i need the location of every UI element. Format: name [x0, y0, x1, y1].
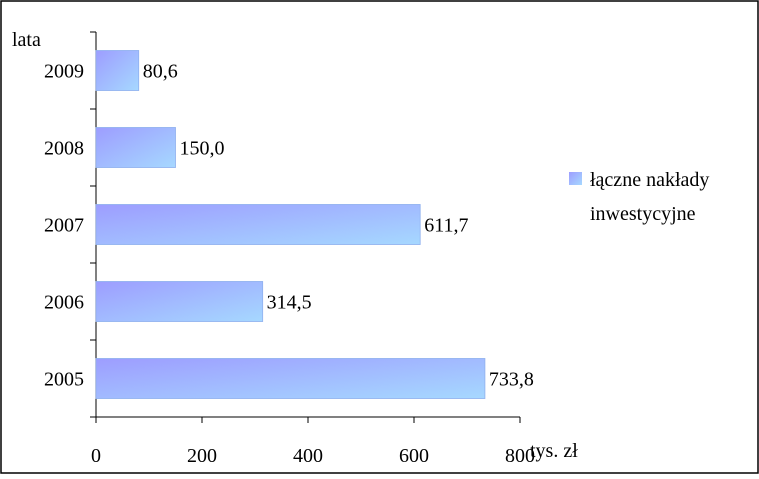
bars-group	[95, 50, 486, 399]
value-label-2006: 314,5	[267, 292, 312, 314]
category-label-2006: 2006	[44, 292, 84, 314]
legend-label-line-2: inwestycyjne	[590, 203, 696, 225]
category-label-2005: 2005	[44, 369, 84, 391]
legend-swatch	[569, 172, 582, 185]
legend: łączne nakłady inwestycyjne	[569, 169, 709, 225]
bar-2006	[95, 281, 264, 322]
bar-2007	[95, 204, 421, 245]
x-tick-labels-group: 0 200 400 600 800	[91, 445, 535, 467]
value-label-2005: 733,8	[489, 369, 534, 391]
x-tick-label: 200	[187, 445, 217, 467]
bar-2005	[95, 358, 486, 399]
bar-2009	[95, 50, 140, 91]
category-label-2007: 2007	[44, 215, 84, 237]
value-labels-group: 80,6 150,0 611,7 314,5 733,8	[143, 61, 534, 391]
value-label-2009: 80,6	[143, 61, 178, 83]
x-tick-label: 600	[399, 445, 429, 467]
x-tick-label: 800	[505, 445, 535, 467]
value-label-2007: 611,7	[424, 215, 468, 237]
x-tick-label: 0	[91, 445, 101, 467]
y-axis-title: lata	[12, 29, 41, 51]
legend-label-line-1: łączne nakłady	[590, 169, 709, 191]
value-label-2008: 150,0	[180, 138, 225, 160]
bar-2008	[95, 127, 176, 168]
category-label-2009: 2009	[44, 61, 84, 83]
category-label-2008: 2008	[44, 138, 84, 160]
x-tick-label: 400	[293, 445, 323, 467]
category-labels-group: 2009 2008 2007 2006 2005	[44, 61, 84, 391]
x-axis-unit-label: tys. zł	[530, 440, 578, 462]
